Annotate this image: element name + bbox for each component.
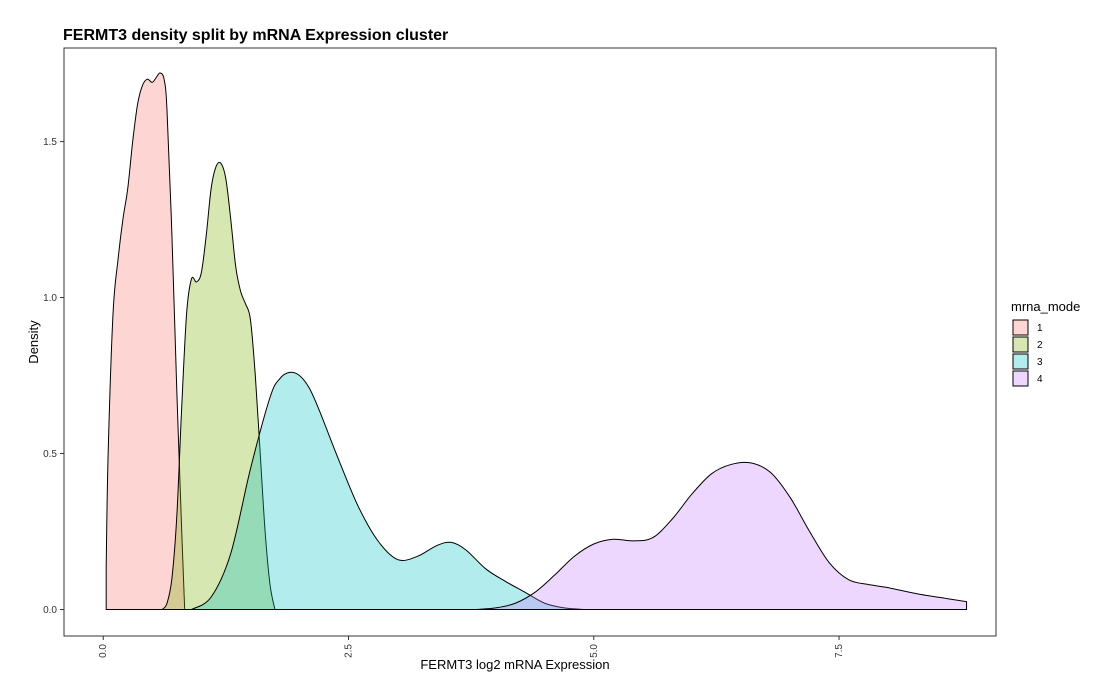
legend-key-3	[1012, 353, 1029, 370]
density-area-1	[105, 72, 186, 610]
legend-title: mrna_mode	[1011, 299, 1080, 314]
x-tick-label: 7.5	[834, 644, 845, 658]
x-axis-ticks: 0.0 2.5 5.0 7.5	[98, 636, 845, 658]
density-areas	[105, 72, 968, 610]
density-area-2	[161, 161, 276, 610]
legend-key-4	[1012, 370, 1029, 387]
density-area-4	[476, 461, 968, 610]
plot-panel	[63, 47, 997, 637]
legend: mrna_mode 1 2 3 4	[1011, 299, 1080, 387]
chart-title: FERMT3 density split by mRNA Expression …	[63, 27, 448, 44]
x-tick-label: 2.5	[344, 644, 355, 658]
density-area-3	[189, 371, 584, 610]
legend-label-4: 4	[1037, 374, 1043, 385]
y-tick-label: 0.0	[43, 605, 57, 616]
x-tick-label: 0.0	[98, 644, 109, 658]
y-axis-label: Density	[26, 320, 41, 364]
legend-label-2: 2	[1037, 340, 1043, 351]
legend-label-3: 3	[1037, 357, 1043, 368]
y-tick-label: 1.5	[43, 137, 57, 148]
y-tick-label: 1.0	[43, 293, 57, 304]
legend-key-1	[1012, 319, 1029, 336]
legend-key-2	[1012, 336, 1029, 353]
legend-label-1: 1	[1037, 323, 1043, 334]
x-axis-label: FERMT3 log2 mRNA Expression	[420, 657, 609, 672]
y-tick-label: 0.5	[43, 449, 57, 460]
y-axis-ticks: 0.0 0.5 1.0 1.5	[43, 137, 64, 616]
x-tick-label: 5.0	[589, 644, 600, 658]
